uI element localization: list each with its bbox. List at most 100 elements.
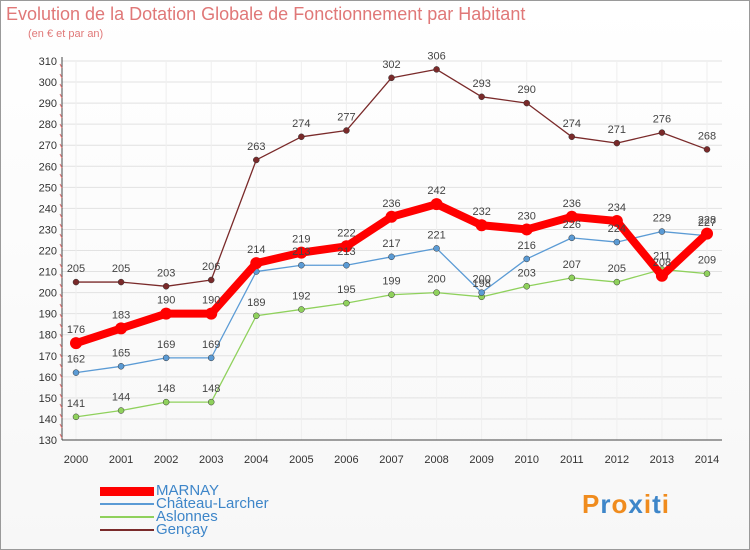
y-axis-dash (59, 393, 63, 399)
y-tick-label: 190 (39, 309, 57, 321)
y-axis-dash (59, 63, 63, 69)
y-axis-dash (59, 213, 63, 219)
data-label: 263 (247, 141, 265, 153)
data-point (568, 234, 576, 242)
data-label: 226 (563, 219, 581, 231)
data-label: 302 (382, 59, 400, 71)
logo-letter: t (652, 489, 662, 519)
y-axis-dash (59, 293, 63, 299)
data-label: 148 (157, 383, 175, 395)
data-label: 242 (427, 185, 445, 197)
y-axis-dash (59, 183, 63, 189)
x-tick-label: 2010 (514, 454, 538, 466)
y-tick-label: 200 (39, 288, 57, 300)
y-axis-dash (59, 303, 63, 309)
x-tick-label: 2002 (154, 454, 178, 466)
x-tick-label: 2005 (289, 454, 313, 466)
data-label: 213 (292, 246, 310, 258)
y-axis-dash (59, 113, 63, 119)
data-point (298, 261, 305, 269)
y-tick-label: 180 (39, 330, 57, 342)
y-axis-dash (59, 233, 63, 239)
data-point (160, 307, 173, 320)
y-axis-dash (59, 273, 63, 279)
y-axis-dash (59, 163, 63, 169)
data-label: 216 (518, 240, 536, 252)
data-label: 198 (472, 278, 490, 290)
data-point (703, 146, 711, 153)
data-label: 236 (563, 198, 581, 210)
y-tick-label: 280 (39, 119, 57, 131)
data-label: 290 (518, 84, 536, 96)
data-label: 234 (608, 202, 626, 214)
legend-item: Château-Larcher (100, 496, 360, 512)
data-label: 206 (202, 261, 220, 273)
data-point (478, 289, 485, 296)
y-axis-dash (59, 253, 63, 259)
data-label: 162 (67, 354, 85, 366)
data-point (433, 245, 440, 252)
data-label: 205 (608, 263, 626, 275)
data-label: 276 (653, 114, 671, 126)
data-point (343, 261, 350, 269)
data-label: 169 (202, 339, 220, 351)
data-label: 268 (698, 130, 716, 142)
data-label: 199 (382, 276, 400, 288)
data-point (433, 289, 440, 296)
data-point (295, 246, 308, 259)
y-axis-dash (59, 283, 63, 289)
data-label: 306 (427, 50, 445, 62)
data-label: 228 (698, 215, 716, 227)
data-label: 209 (698, 255, 716, 267)
legend-item: Gençay (100, 522, 360, 538)
data-label: 232 (472, 206, 490, 218)
data-label: 274 (563, 118, 581, 130)
chart-title: Evolution de la Dotation Globale de Fonc… (6, 4, 526, 24)
y-axis-dash (59, 133, 63, 139)
data-point (568, 133, 576, 141)
data-point (207, 354, 215, 362)
data-point (430, 198, 443, 211)
chart-subtitle: (en € et par an) (28, 28, 104, 40)
data-label: 203 (518, 267, 536, 279)
data-label: 141 (67, 398, 85, 410)
data-label: 200 (427, 274, 445, 286)
y-tick-label: 250 (39, 182, 57, 194)
data-label: 271 (608, 124, 626, 136)
data-label: 165 (112, 347, 130, 359)
data-label: 192 (292, 290, 310, 302)
y-tick-label: 260 (39, 161, 57, 173)
x-tick-label: 2004 (244, 454, 268, 466)
x-tick-label: 2014 (695, 454, 719, 466)
y-axis-dash (59, 243, 63, 249)
data-point (162, 354, 170, 362)
data-point (613, 278, 621, 286)
data-point (72, 278, 80, 286)
data-point (72, 413, 80, 421)
y-tick-label: 140 (39, 414, 57, 426)
y-tick-label: 310 (39, 56, 57, 68)
data-point (568, 274, 576, 282)
data-label: 229 (653, 213, 671, 225)
data-label: 227 (698, 217, 716, 229)
x-tick-label: 2013 (650, 454, 674, 466)
data-label: 224 (608, 223, 626, 235)
legend-label: MARNAY (156, 482, 220, 499)
y-axis-dash (59, 153, 63, 159)
data-label: 213 (337, 246, 355, 258)
y-axis-dash (59, 193, 63, 199)
legend-label: Château-Larcher (156, 495, 269, 512)
x-tick-label: 2009 (469, 454, 493, 466)
y-tick-label: 210 (39, 267, 57, 279)
y-axis-dash (59, 123, 63, 129)
legend-swatch (100, 516, 154, 518)
legend-label: Gençay (156, 521, 208, 538)
y-tick-label: 220 (39, 246, 57, 258)
data-point (658, 228, 666, 235)
legend-item: Aslonnes (100, 509, 360, 525)
logo-letter: i (643, 489, 653, 519)
data-point (253, 312, 260, 320)
data-label: 148 (202, 383, 220, 395)
y-tick-label: 240 (39, 203, 57, 215)
